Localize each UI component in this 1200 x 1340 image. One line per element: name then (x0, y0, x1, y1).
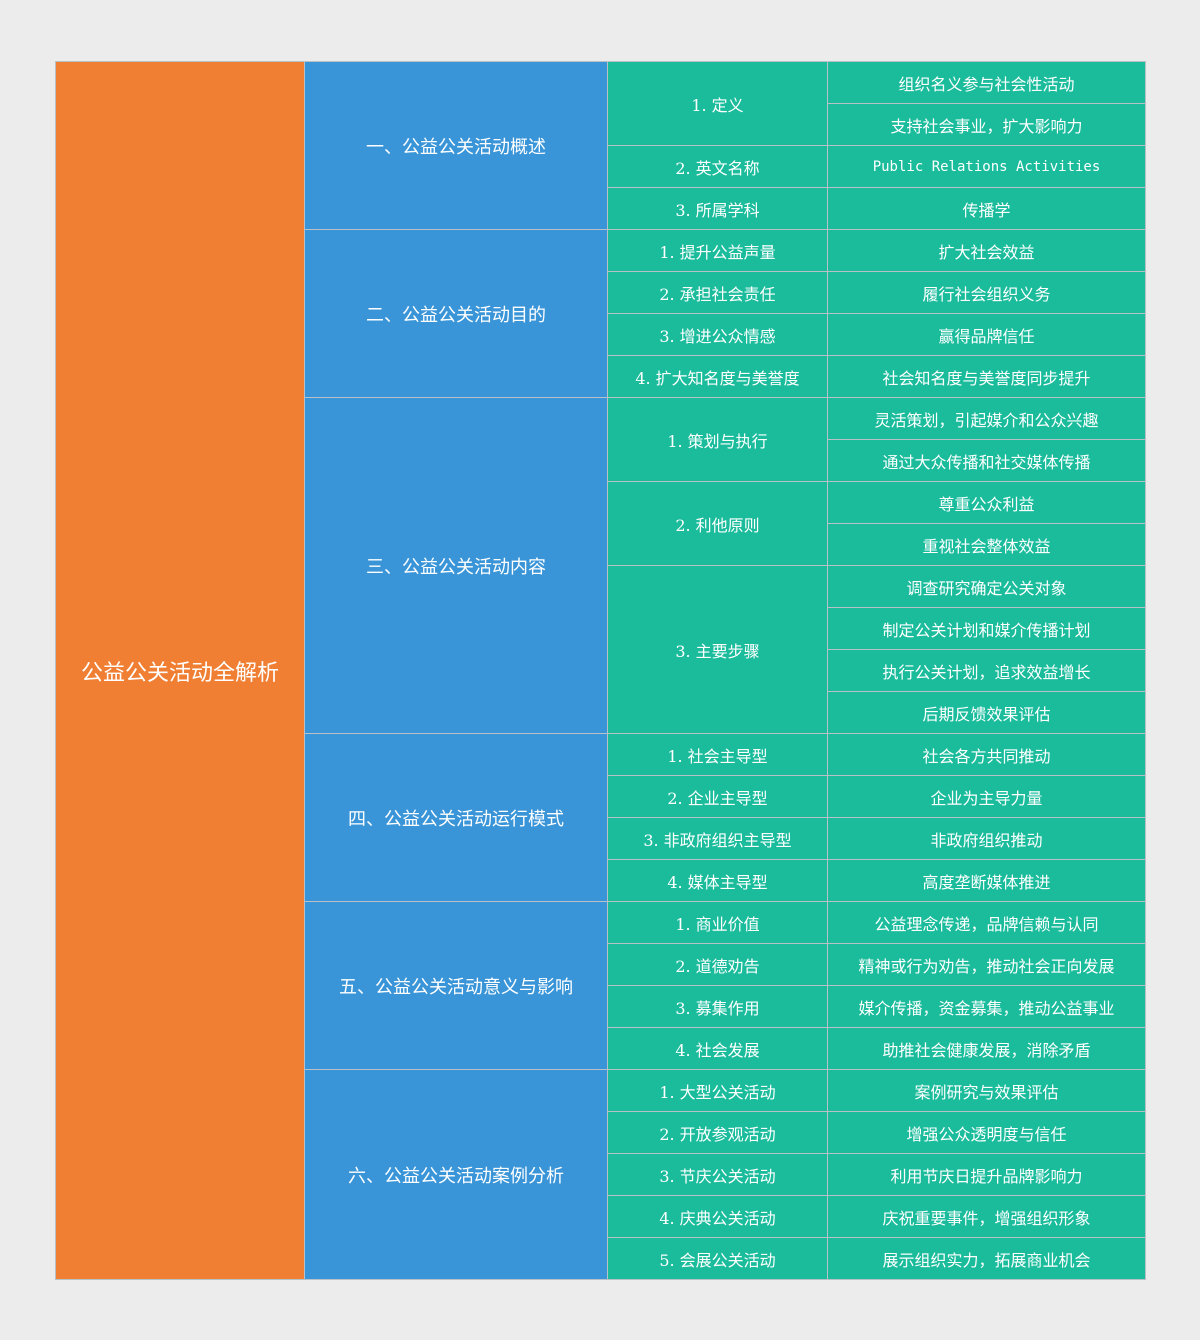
item-node: 3. 募集作用 (608, 986, 828, 1028)
item-node: 1. 商业价值 (608, 902, 828, 944)
section-node: 一、公益公关活动概述 (305, 62, 608, 230)
item-node: 4. 媒体主导型 (608, 860, 828, 902)
detail-node: 传播学 (828, 188, 1146, 230)
item-node: 1. 提升公益声量 (608, 230, 828, 272)
detail-node: 执行公关计划，追求效益增长 (828, 650, 1146, 692)
item-node: 4. 社会发展 (608, 1028, 828, 1070)
detail-node: 媒介传播，资金募集，推动公益事业 (828, 986, 1146, 1028)
detail-node: 支持社会事业，扩大影响力 (828, 104, 1146, 146)
mind-map-table: 公益公关活动全解析 一、公益公关活动概述 1. 定义 组织名义参与社会性活动 支持社会事… (55, 61, 1146, 1280)
item-node: 2. 企业主导型 (608, 776, 828, 818)
detail-node: 公益理念传递，品牌信赖与认同 (828, 902, 1146, 944)
detail-node: 灵活策划，引起媒介和公众兴趣 (828, 398, 1146, 440)
item-node: 2. 开放参观活动 (608, 1112, 828, 1154)
detail-node: 制定公关计划和媒介传播计划 (828, 608, 1146, 650)
detail-node: 案例研究与效果评估 (828, 1070, 1146, 1112)
detail-node: 精神或行为劝告，推动社会正向发展 (828, 944, 1146, 986)
detail-node: 助推社会健康发展，消除矛盾 (828, 1028, 1146, 1070)
detail-node: 非政府组织推动 (828, 818, 1146, 860)
detail-node: 展示组织实力，拓展商业机会 (828, 1238, 1146, 1280)
item-node: 3. 非政府组织主导型 (608, 818, 828, 860)
detail-node: 组织名义参与社会性活动 (828, 62, 1146, 104)
item-node: 5. 会展公关活动 (608, 1238, 828, 1280)
detail-node: 扩大社会效益 (828, 230, 1146, 272)
detail-node: 调查研究确定公关对象 (828, 566, 1146, 608)
section-node: 二、公益公关活动目的 (305, 230, 608, 398)
detail-node: 赢得品牌信任 (828, 314, 1146, 356)
item-node: 2. 英文名称 (608, 146, 828, 188)
detail-node: 企业为主导力量 (828, 776, 1146, 818)
detail-node: 履行社会组织义务 (828, 272, 1146, 314)
detail-node: 后期反馈效果评估 (828, 692, 1146, 734)
item-node: 4. 庆典公关活动 (608, 1196, 828, 1238)
section-node: 五、公益公关活动意义与影响 (305, 902, 608, 1070)
section-node: 六、公益公关活动案例分析 (305, 1070, 608, 1280)
root-node: 公益公关活动全解析 (56, 62, 305, 1280)
detail-node: 利用节庆日提升品牌影响力 (828, 1154, 1146, 1196)
item-node: 3. 主要步骤 (608, 566, 828, 734)
item-node: 2. 承担社会责任 (608, 272, 828, 314)
section-node: 三、公益公关活动内容 (305, 398, 608, 734)
detail-node: Public Relations Activities (828, 146, 1146, 188)
detail-node: 社会各方共同推动 (828, 734, 1146, 776)
item-node: 1. 定义 (608, 62, 828, 146)
detail-node: 通过大众传播和社交媒体传播 (828, 440, 1146, 482)
item-node: 2. 道德劝告 (608, 944, 828, 986)
item-node: 3. 增进公众情感 (608, 314, 828, 356)
item-node: 2. 利他原则 (608, 482, 828, 566)
detail-node: 增强公众透明度与信任 (828, 1112, 1146, 1154)
section-node: 四、公益公关活动运行模式 (305, 734, 608, 902)
item-node: 1. 社会主导型 (608, 734, 828, 776)
detail-node: 高度垄断媒体推进 (828, 860, 1146, 902)
item-node: 1. 大型公关活动 (608, 1070, 828, 1112)
detail-node: 重视社会整体效益 (828, 524, 1146, 566)
item-node: 3. 所属学科 (608, 188, 828, 230)
detail-node: 庆祝重要事件，增强组织形象 (828, 1196, 1146, 1238)
detail-node: 社会知名度与美誉度同步提升 (828, 356, 1146, 398)
item-node: 1. 策划与执行 (608, 398, 828, 482)
item-node: 4. 扩大知名度与美誉度 (608, 356, 828, 398)
item-node: 3. 节庆公关活动 (608, 1154, 828, 1196)
detail-node: 尊重公众利益 (828, 482, 1146, 524)
